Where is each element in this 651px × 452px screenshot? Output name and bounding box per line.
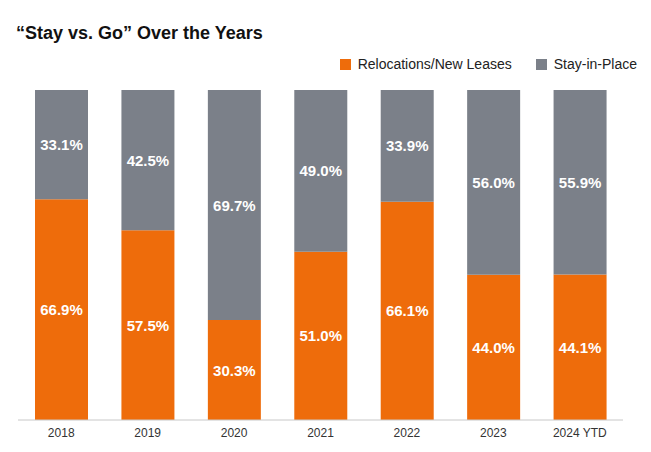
svg-text:2024 YTD: 2024 YTD: [553, 426, 607, 440]
svg-text:44.1%: 44.1%: [559, 339, 602, 356]
svg-text:2020: 2020: [221, 426, 248, 440]
svg-text:33.1%: 33.1%: [40, 136, 83, 153]
svg-text:2018: 2018: [48, 426, 75, 440]
svg-text:2019: 2019: [134, 426, 161, 440]
svg-text:2023: 2023: [480, 426, 507, 440]
svg-text:49.0%: 49.0%: [300, 162, 343, 179]
svg-text:56.0%: 56.0%: [472, 174, 515, 191]
html-text:Relocations/New Leases: Relocations/New Leases: [357, 56, 512, 72]
svg-text:42.5%: 42.5%: [127, 152, 170, 169]
svg-text:2022: 2022: [394, 426, 421, 440]
html-text:Stay-in-Place: Stay-in-Place: [553, 56, 637, 72]
svg-text:69.7%: 69.7%: [213, 197, 256, 214]
svg-text:57.5%: 57.5%: [127, 317, 170, 334]
svg-text:51.0%: 51.0%: [300, 327, 343, 344]
svg-text:44.0%: 44.0%: [472, 339, 515, 356]
svg-text:2021: 2021: [307, 426, 334, 440]
svg-text:33.9%: 33.9%: [386, 137, 429, 154]
html-text:“Stay vs. Go” Over the Years: “Stay vs. Go” Over the Years: [16, 23, 263, 43]
svg-text:66.1%: 66.1%: [386, 302, 429, 319]
svg-text:55.9%: 55.9%: [559, 174, 602, 191]
svg-text:30.3%: 30.3%: [213, 362, 256, 379]
svg-text:66.9%: 66.9%: [40, 301, 83, 318]
